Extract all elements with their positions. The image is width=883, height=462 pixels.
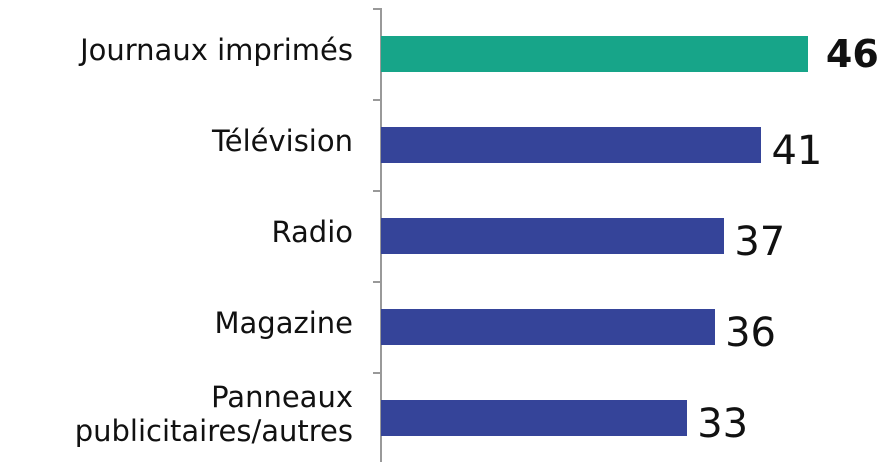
value-label: 37 — [734, 218, 786, 265]
category-label: Radio — [271, 214, 354, 249]
bar — [381, 35, 808, 72]
category-label: Panneaux publicitaires/autres — [74, 379, 353, 448]
category-label: Télévision — [211, 123, 353, 158]
axis-tick — [373, 281, 381, 283]
category-axis — [380, 8, 382, 462]
value-label: 46 — [825, 31, 879, 76]
bar — [381, 399, 688, 436]
category-label: Magazine — [214, 305, 353, 340]
value-label: 33 — [697, 400, 749, 447]
bar — [381, 217, 725, 254]
axis-tick — [373, 8, 381, 10]
value-label: 41 — [771, 127, 823, 174]
bar — [381, 126, 762, 163]
axis-tick — [373, 372, 381, 374]
category-label: Journaux imprimés — [80, 32, 353, 67]
axis-tick — [373, 99, 381, 101]
bar — [381, 308, 716, 345]
axis-tick — [373, 190, 381, 192]
value-label: 36 — [725, 309, 776, 356]
